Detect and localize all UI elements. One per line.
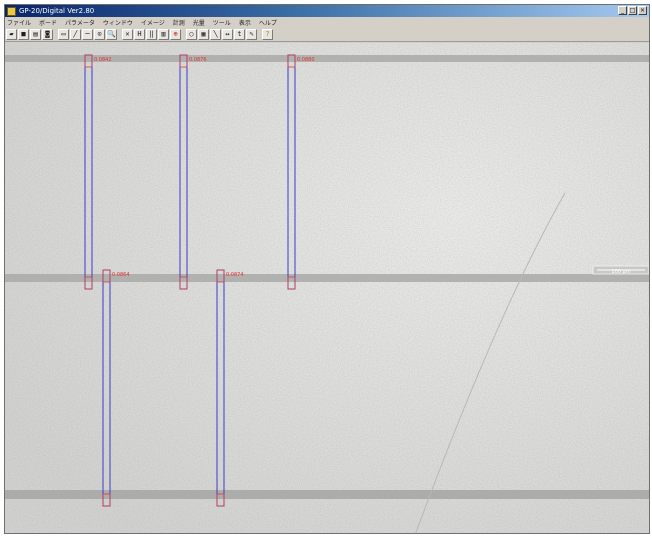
measurement-label: 0.0864 — [112, 272, 130, 278]
rectangle-select-icon[interactable]: ▭ — [58, 29, 69, 40]
edge-marker-top — [179, 54, 188, 68]
menu-item-10[interactable]: ヘルプ — [258, 20, 277, 27]
camera-icon[interactable]: ◙ — [42, 29, 53, 40]
horizontal-line-icon[interactable]: ─ — [82, 29, 93, 40]
h-measure-icon[interactable]: H — [134, 29, 145, 40]
measurement-box-5[interactable]: 0.0874 — [216, 269, 244, 507]
toolbar: ▰ ■ ▤ ◙ ▭ ╱ ─ ⊙ 🔍 ✕ H ‖ ▥ ⊕ ○ ▦ ╲ ↔ t ✎? — [5, 28, 649, 42]
measurement-box-2[interactable]: 0.0876 — [179, 54, 207, 290]
measurement-label: 0.0880 — [297, 57, 315, 63]
menu-item-7[interactable]: 光量 — [192, 20, 205, 27]
grid-icon[interactable]: ▦ — [198, 29, 209, 40]
measurement-box-3[interactable]: 0.0880 — [287, 54, 315, 290]
menu-bar: ファイル ボード パラメータ ウィンドウ イメージ 計測 光量 ツール 表示 ヘルプ — [5, 17, 649, 28]
open-icon[interactable]: ▰ — [6, 29, 17, 40]
edge-marker-top — [84, 54, 93, 68]
zoom-icon[interactable]: ⊙ — [94, 29, 105, 40]
edge-marker-bottom — [287, 276, 296, 290]
image-canvas[interactable]: 100 µm 0.0842 0.0876 0.0880 0.0864 0.0874 — [5, 43, 650, 534]
menu-item-8[interactable]: ツール — [212, 20, 231, 27]
menu-item-1[interactable]: ファイル — [7, 20, 32, 27]
measurement-label: 0.0874 — [226, 272, 244, 278]
menu-item-6[interactable]: 計測 — [172, 20, 185, 27]
cross-icon[interactable]: ✕ — [122, 29, 133, 40]
help-icon[interactable]: ? — [262, 29, 273, 40]
micrograph-view[interactable]: 100 µm 0.0842 0.0876 0.0880 0.0864 0.0874 — [5, 43, 650, 534]
circle-icon[interactable]: ○ — [186, 29, 197, 40]
measurement-label: 0.0842 — [94, 57, 112, 63]
edge-marker-bottom — [102, 493, 111, 507]
menu-item-4[interactable]: ウィンドウ — [102, 20, 133, 27]
app-icon — [7, 6, 16, 16]
width-icon[interactable]: ↔ — [222, 29, 233, 40]
edge-marker-top — [287, 54, 296, 68]
maximize-button[interactable]: □ — [628, 6, 637, 15]
title-bar: GP-20/Digital Ver2.80 _ □ × — [5, 5, 649, 17]
scale-bar: 100 µm — [592, 265, 649, 275]
track-bottom — [5, 490, 649, 499]
measurement-boxes: 0.0842 0.0876 0.0880 0.0864 0.0874 — [84, 54, 315, 507]
v-measure-icon[interactable]: ‖ — [146, 29, 157, 40]
track-top — [5, 55, 649, 62]
edge-marker-bottom — [179, 276, 188, 290]
measurement-box-4[interactable]: 0.0864 — [102, 269, 130, 507]
target-icon[interactable]: ⊕ — [170, 29, 181, 40]
bars-icon[interactable]: ▥ — [158, 29, 169, 40]
text-icon[interactable]: t — [234, 29, 245, 40]
menu-item-5[interactable]: イメージ — [140, 20, 165, 27]
menu-item-9[interactable]: 表示 — [238, 20, 251, 27]
edge-marker-bottom — [216, 493, 225, 507]
image-grain — [5, 43, 649, 533]
app-window: GP-20/Digital Ver2.80 _ □ × ファイル ボード パラメータ… — [4, 4, 650, 534]
print-icon[interactable]: ▤ — [30, 29, 41, 40]
diagonal-icon[interactable]: ╲ — [210, 29, 221, 40]
window-controls: _ □ × — [618, 6, 647, 15]
magnify-icon[interactable]: 🔍 — [106, 29, 117, 40]
measurement-label: 0.0876 — [189, 57, 207, 63]
menu-item-2[interactable]: ボード — [39, 20, 58, 27]
pen-icon[interactable]: ✎ — [246, 29, 257, 40]
scratch-line — [415, 192, 566, 533]
menu-item-3[interactable]: パラメータ — [65, 20, 95, 27]
edge-marker-top — [216, 269, 225, 283]
save-icon[interactable]: ■ — [18, 29, 29, 40]
line-tool-icon[interactable]: ╱ — [70, 29, 81, 40]
scale-bar-label: 100 µm — [611, 269, 630, 275]
window-title: GP-20/Digital Ver2.80 — [19, 7, 95, 15]
minimize-button[interactable]: _ — [618, 6, 627, 15]
close-button[interactable]: × — [638, 6, 647, 15]
track-middle — [5, 274, 649, 282]
measurement-box-1[interactable]: 0.0842 — [84, 54, 112, 290]
edge-marker-bottom — [84, 276, 93, 290]
edge-marker-top — [102, 269, 111, 283]
